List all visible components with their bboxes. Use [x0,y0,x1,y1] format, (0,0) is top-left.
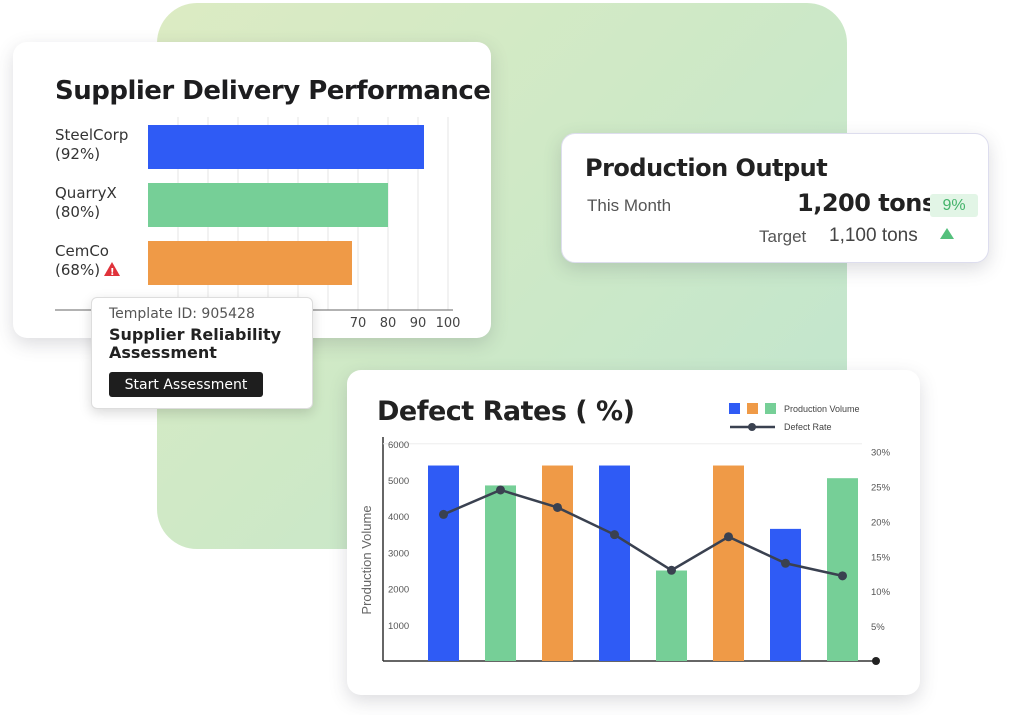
production-period: This Month [587,196,672,215]
line-point [838,571,847,581]
y-tick-label: 6000 [388,440,409,451]
legend-bar-label: Production Volume [784,404,860,414]
production-value: 1,200 tons [797,189,936,217]
supplier-bar-chart: 70 80 90 100 [55,117,461,331]
bar-steelcorp [148,125,424,169]
supplier-name: CemCo [55,242,109,260]
defect-rate-line [443,488,843,578]
supplier-name: QuarryX [55,184,117,202]
legend-marker [748,423,756,431]
supplier-label-cemco: CemCo (68%) [55,242,121,282]
y2-tick-label: 15% [871,552,891,563]
legend-swatch [729,403,740,414]
y-tick-label: 3000 [388,548,409,559]
x-tick-label: 80 [380,316,397,331]
bar-quarryx [148,183,388,227]
bar [827,478,858,661]
y2-tick-label: 10% [871,587,891,598]
supplier-pct: (80%) [55,203,101,221]
defect-rates-chart: Defect Rates ( %) Production Volume Defect… [359,396,891,665]
y-axis-label: Production Volume [359,505,374,614]
line-point [553,502,562,512]
supplier-pct: (92%) [55,145,101,163]
y-tick-label: 4000 [388,512,409,523]
bar [542,465,573,661]
target-label: Target [759,227,807,246]
production-title: Production Output [585,154,828,182]
supplier-name: SteelCorp [55,126,129,144]
supplier-card-title: Supplier Delivery Performance [55,76,491,106]
x-axis-end-marker [872,657,880,665]
bar [428,465,459,661]
chart-title: Defect Rates ( %) [377,396,634,427]
template-name: Supplier Reliability Assessment [109,325,282,362]
defect-rates-card: Defect Rates ( %) Production Volume Defect… [347,370,920,695]
x-tick-label: 70 [350,316,367,331]
legend-line-label: Defect Rate [784,422,832,432]
line-point [724,532,733,542]
line-point [667,565,676,575]
bar [599,465,630,661]
x-tick-label: 100 [436,316,461,331]
legend-swatch [747,403,758,414]
up-arrow-icon [940,228,954,239]
line-point [439,509,448,519]
y2-tick-label: 30% [871,448,891,459]
y2-tick-label: 25% [871,483,891,494]
template-id: Template ID: 905428 [109,306,255,322]
y2-tick-label: 5% [871,622,885,633]
supplier-label-quarryx: QuarryX (80%) [55,184,117,222]
y-tick-label: 1000 [388,621,409,632]
supplier-pct: (68%) [55,261,101,279]
y-tick-label: 5000 [388,476,409,487]
supplier-label-steelcorp: SteelCorp (92%) [55,126,128,164]
y-tick-label: 2000 [388,585,409,596]
template-tooltip: Template ID: 905428 Supplier Reliability… [91,297,313,409]
bar [485,485,516,661]
production-change-badge: 9% [930,194,978,217]
line-point [610,530,619,540]
y2-tick-label: 20% [871,517,891,528]
supplier-delivery-card: Supplier Delivery Performance SteelCorp … [13,42,491,338]
production-output-card: Production Output This Month 1,200 tons … [561,133,989,263]
start-assessment-button[interactable]: Start Assessment [109,372,263,397]
bar [656,570,687,661]
target-value: 1,100 tons [829,225,918,246]
bar-cemco [148,241,352,285]
warning-icon [104,262,121,282]
line-point [496,485,505,495]
bar [770,528,801,661]
line-point [781,558,790,568]
legend-swatch [765,403,776,414]
bar [713,465,744,661]
x-tick-label: 90 [410,316,427,331]
